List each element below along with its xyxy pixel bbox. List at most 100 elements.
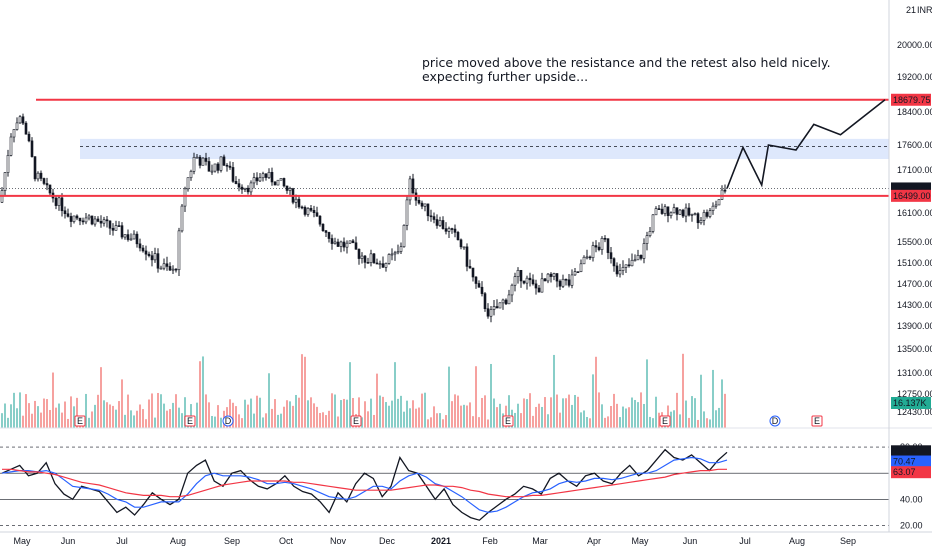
price-axis-tick: 17100.00 [897, 165, 932, 175]
volume-bar [469, 402, 471, 428]
volume-bar [700, 374, 702, 428]
candle-body [177, 230, 181, 270]
time-axis-label: Feb [482, 536, 498, 546]
volume-bar [577, 396, 579, 428]
indicator-axis-tick: 40.00 [900, 494, 923, 504]
volume-bar [4, 403, 6, 428]
candle-body [603, 237, 607, 240]
candle-body [519, 269, 523, 282]
candle-body [477, 283, 481, 288]
volume-bar [247, 404, 249, 428]
volume-bar [289, 401, 291, 428]
volume-bar [532, 415, 534, 428]
volume-bar [271, 408, 273, 428]
candle-body [351, 240, 355, 244]
volume-bar [184, 397, 186, 428]
volume-bar [625, 408, 627, 428]
candle-body [423, 203, 427, 207]
volume-bar [475, 366, 477, 428]
volume-bar [460, 405, 462, 428]
volume-bar [319, 412, 321, 428]
candle-body [648, 231, 652, 236]
volume-bar [487, 419, 489, 428]
indicator-series-0 [1, 448, 728, 521]
note-line-1: price moved above the resistance and the… [422, 55, 831, 70]
candle-body [243, 187, 247, 190]
volume-bar [583, 410, 585, 428]
volume-bar [559, 412, 561, 428]
candle-body [657, 208, 661, 210]
volume-bar [16, 408, 18, 428]
indicator-2-badge-label: 63.07 [893, 467, 916, 477]
volume-bar [328, 410, 330, 428]
volume-bar [244, 399, 246, 428]
candle-body [558, 280, 562, 287]
volume-bar [181, 413, 183, 428]
volume-bar [607, 416, 609, 428]
volume-bar [13, 392, 15, 428]
candle-body [18, 116, 22, 124]
volume-bar [385, 402, 387, 428]
candle-body [672, 207, 676, 214]
volume-bar [64, 401, 66, 428]
volume-bar [499, 403, 501, 428]
volume-bar [718, 407, 720, 428]
earnings-marker [811, 415, 823, 427]
volume-bar [598, 392, 600, 428]
volume-bar [10, 404, 12, 428]
time-axis-label: Dec [379, 536, 396, 546]
volume-bar [292, 405, 294, 428]
candle-body [258, 177, 262, 182]
volume-bar [457, 395, 459, 428]
candle-body [189, 170, 193, 179]
candle-body [687, 207, 691, 216]
volume-bar [592, 374, 594, 428]
candle-body [585, 256, 589, 259]
dividend-marker [769, 415, 781, 427]
candle-body [606, 238, 610, 253]
candle-body [576, 271, 580, 273]
candle-body [462, 246, 466, 249]
candle-body [315, 212, 319, 217]
candle-body [3, 172, 7, 191]
volume-bar [178, 407, 180, 428]
volume-bar [124, 414, 126, 428]
candle-body [594, 245, 598, 248]
candle-body [654, 208, 658, 216]
volume-bar [721, 379, 723, 428]
candle-body [108, 220, 112, 229]
volume-bar [400, 395, 402, 428]
volume-bar [202, 356, 204, 428]
volume-bar [451, 401, 453, 428]
resistance-high-badge [891, 93, 931, 106]
candle-body [483, 293, 487, 309]
candle-body [705, 212, 709, 217]
candle-body [597, 246, 601, 250]
candle-body [525, 277, 529, 284]
candle-body [195, 156, 199, 159]
volume-bar [232, 402, 234, 428]
volume-bar [295, 394, 297, 428]
candle-body [564, 278, 568, 281]
volume-bar [97, 394, 99, 428]
volume-bar [586, 416, 588, 428]
candle-body [639, 254, 643, 259]
volume-bar [565, 398, 567, 428]
candle-body [366, 262, 370, 264]
volume-bar [229, 399, 231, 428]
volume-bar [151, 393, 153, 428]
volume-bar [547, 414, 549, 428]
candle-body [513, 276, 517, 286]
candle-body [510, 284, 514, 296]
volume-bar [55, 407, 57, 428]
volume-bar [448, 366, 450, 428]
volume-badge-label: 16.137K [893, 398, 927, 408]
candle-body [711, 205, 715, 211]
candle-body [474, 276, 478, 284]
volume-bar [1, 413, 3, 428]
volume-bar [118, 401, 120, 428]
volume-bar [250, 398, 252, 428]
candle-body [555, 273, 559, 282]
candle-body [342, 241, 346, 248]
